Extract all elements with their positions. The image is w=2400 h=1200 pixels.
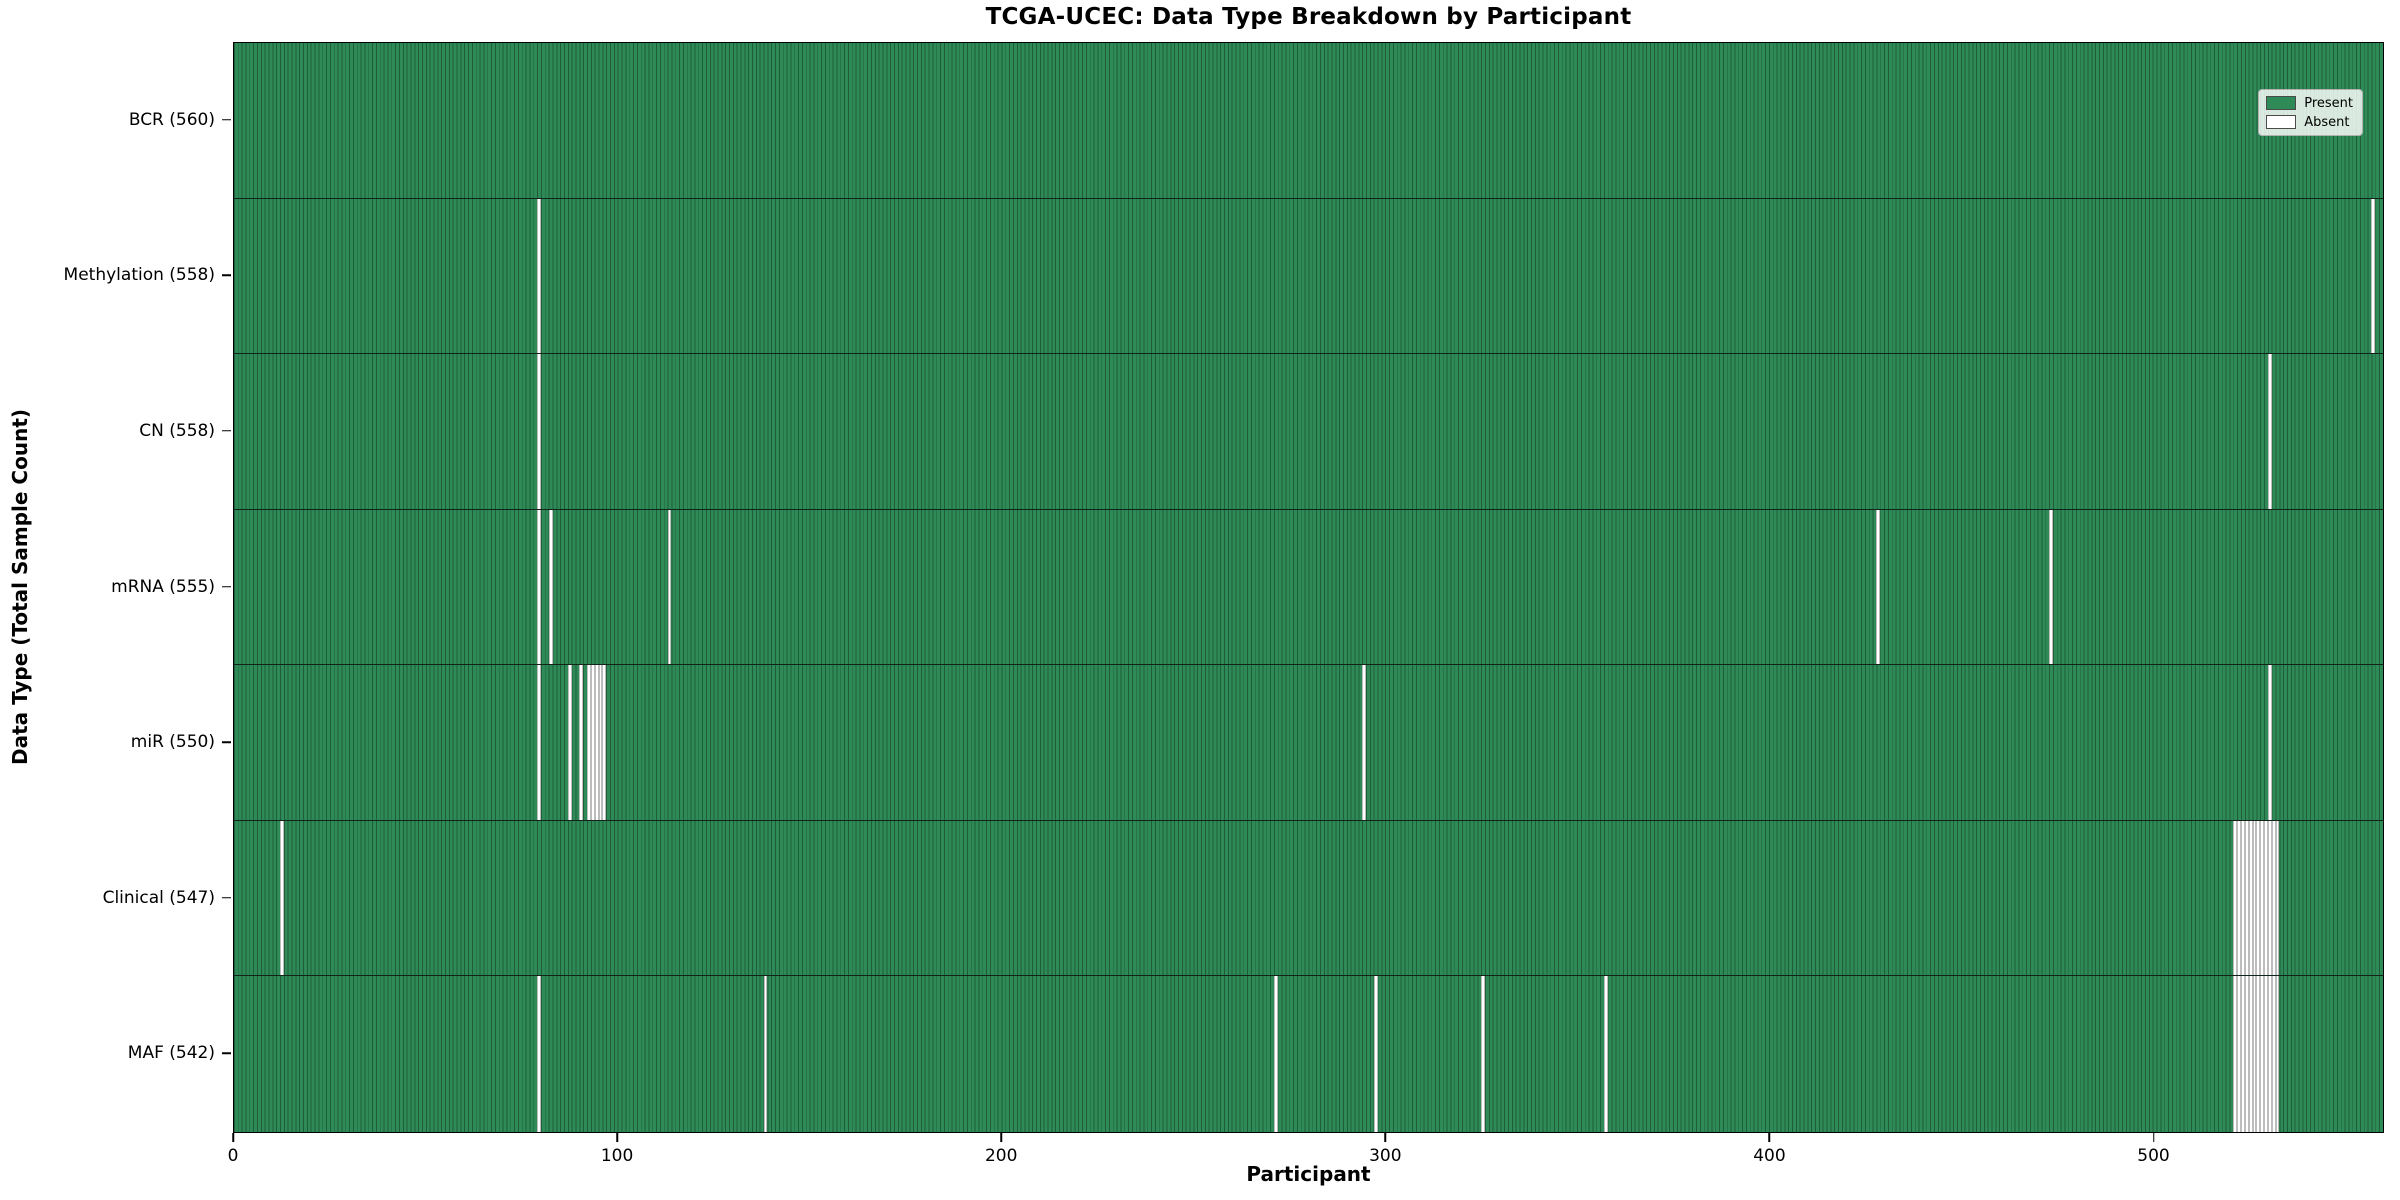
x-tick-label-500: 500 xyxy=(2137,1146,2170,1166)
absent-cell xyxy=(2244,976,2249,1132)
absent-cell xyxy=(1876,509,1881,665)
x-tick-mark xyxy=(1000,1133,1002,1142)
y-tick-mark xyxy=(222,119,231,121)
absent-cell xyxy=(2049,509,2053,665)
absent-cell xyxy=(2264,820,2268,976)
x-tick-mark xyxy=(1768,1133,1771,1142)
x-tick-mark xyxy=(232,1133,234,1142)
row-mrna xyxy=(234,509,2383,666)
legend-present-label: Present xyxy=(2304,96,2353,111)
plot-area: Present Absent xyxy=(233,42,2384,1133)
absent-cell xyxy=(2267,820,2272,976)
absent-cell xyxy=(2241,820,2245,976)
absent-cell xyxy=(537,198,541,354)
absent-cell xyxy=(2271,976,2276,1132)
x-tick-label-0: 0 xyxy=(227,1146,239,1166)
y-tick-mark xyxy=(222,1052,231,1054)
y-axis-tick-labels: BCR (560) Methylation (558) CN (558) mRNA (… xyxy=(0,42,233,1133)
row-bcr xyxy=(234,43,2383,199)
y-tick-mark xyxy=(222,585,231,588)
absent-cell xyxy=(2237,976,2241,1132)
x-tick-mark xyxy=(616,1133,618,1142)
absent-cell xyxy=(548,509,553,665)
absent-cell xyxy=(2237,820,2241,976)
absent-cell xyxy=(579,665,584,820)
absent-cell xyxy=(2256,820,2261,976)
absent-cell xyxy=(667,509,672,665)
absent-cell xyxy=(2244,820,2249,976)
y-tick-mark xyxy=(222,430,231,432)
y-tick-label-methylation: Methylation (558) xyxy=(63,265,215,286)
absent-cell xyxy=(2275,820,2280,976)
absent-cell xyxy=(594,665,599,820)
absent-cell xyxy=(2264,976,2268,1132)
row-methylation xyxy=(234,198,2383,355)
row-mir xyxy=(234,665,2383,821)
y-tick-mark xyxy=(222,274,231,277)
absent-cell xyxy=(1362,665,1367,820)
y-tick-label-clinical: Clinical (547) xyxy=(102,887,215,908)
y-tick-label-bcr: BCR (560) xyxy=(128,109,215,130)
y-tick-mark xyxy=(222,896,231,899)
y-tick-label-maf: MAF (542) xyxy=(127,1043,215,1064)
absent-cell xyxy=(2260,820,2265,976)
absent-cell xyxy=(2233,976,2238,1132)
absent-cell xyxy=(537,976,541,1132)
absent-cell xyxy=(2267,665,2272,820)
absent-cell xyxy=(2371,198,2376,354)
legend-entry-absent: Absent xyxy=(2266,115,2353,129)
absent-cell xyxy=(537,665,541,820)
row-clinical xyxy=(234,820,2383,977)
absent-cell xyxy=(763,976,768,1132)
y-tick-label-mir: miR (550) xyxy=(130,732,215,753)
absent-cell xyxy=(1481,976,1486,1132)
present-swatch-icon xyxy=(2266,96,2297,110)
absent-cell xyxy=(2252,976,2257,1132)
x-tick-label-400: 400 xyxy=(1753,1146,1786,1166)
legend-entry-present: Present xyxy=(2266,96,2353,110)
x-tick-mark xyxy=(2152,1133,2155,1142)
row-maf xyxy=(234,976,2383,1132)
y-tick-mark xyxy=(222,741,231,743)
absent-cell xyxy=(567,665,572,820)
absent-cell xyxy=(598,665,603,820)
absent-cell xyxy=(280,820,284,976)
absent-cell xyxy=(590,665,595,820)
absent-cell xyxy=(537,354,541,509)
y-tick-label-cn: CN (558) xyxy=(139,420,215,441)
x-tick-label-200: 200 xyxy=(984,1146,1018,1166)
x-tick-mark xyxy=(1384,1133,1387,1142)
legend-absent-label: Absent xyxy=(2304,115,2350,130)
absent-swatch-icon xyxy=(2266,115,2297,129)
x-tick-label-100: 100 xyxy=(600,1146,634,1166)
absent-cell xyxy=(602,665,607,820)
row-cn xyxy=(234,354,2383,510)
absent-cell xyxy=(587,665,591,820)
legend: Present Absent xyxy=(2258,89,2363,136)
x-tick-label-300: 300 xyxy=(1369,1146,1402,1166)
absent-cell xyxy=(2271,820,2276,976)
absent-cell xyxy=(2252,820,2257,976)
absent-cell xyxy=(2248,820,2253,976)
absent-cell xyxy=(2233,820,2238,976)
chart-title: TCGA-UCEC: Data Type Breakdown by Partic… xyxy=(985,4,1632,30)
absent-cell xyxy=(2260,976,2265,1132)
y-tick-label-mrna: mRNA (555) xyxy=(111,576,215,597)
absent-cell xyxy=(1373,976,1378,1132)
absent-cell xyxy=(1273,976,1278,1132)
x-axis: 0 100 200 300 400 500 xyxy=(228,1133,2384,1193)
absent-cell xyxy=(2241,976,2245,1132)
absent-cell xyxy=(2248,976,2253,1132)
absent-cell xyxy=(1603,976,1608,1132)
x-axis-title: Participant xyxy=(1246,1162,1371,1186)
absent-cell xyxy=(537,509,541,665)
absent-cell xyxy=(2267,354,2272,509)
absent-cell xyxy=(2256,976,2261,1132)
absent-cell xyxy=(2267,976,2272,1132)
absent-cell xyxy=(2275,976,2280,1132)
